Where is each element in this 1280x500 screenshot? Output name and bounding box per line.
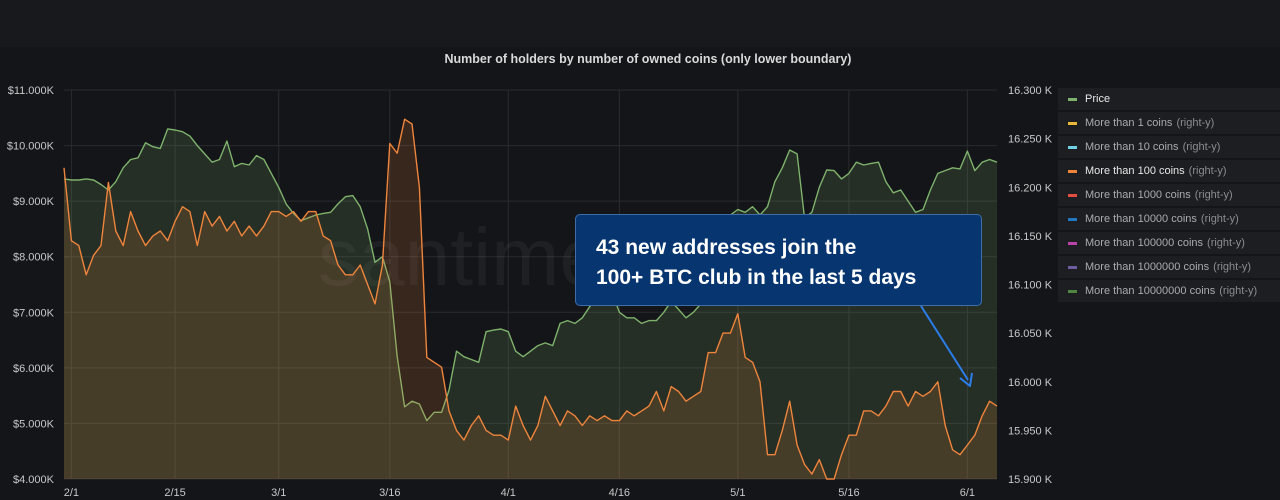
- legend-axis-suffix: (right-y): [1176, 117, 1215, 129]
- legend-axis-suffix: (right-y): [1207, 237, 1245, 249]
- legend-item-more-than-10[interactable]: More than 10 coins (right-y): [1058, 136, 1280, 158]
- y-left-tick-label: $7.000K: [13, 307, 55, 319]
- legend-swatch: [1068, 169, 1077, 173]
- x-tick-label: 5/16: [838, 487, 859, 499]
- y-right-tick-label: 15.950 K: [1008, 425, 1053, 437]
- legend-swatch: [1068, 289, 1077, 293]
- y-left-tick-label: $10.000K: [7, 141, 55, 153]
- y-left-tick-label: $5.000K: [13, 418, 55, 430]
- legend-label: Price: [1085, 93, 1111, 105]
- legend-label: More than 100 coins: [1085, 165, 1185, 177]
- legend-label: More than 100000 coins: [1085, 237, 1204, 249]
- legend-swatch: [1068, 145, 1077, 149]
- y-right-tick-label: 16.200 K: [1008, 182, 1053, 194]
- y-right-tick-label: 16.300 K: [1008, 85, 1053, 97]
- x-tick-label: 2/15: [164, 487, 185, 499]
- legend-axis-suffix: (right-y): [1188, 165, 1227, 177]
- x-tick-label: 3/1: [271, 487, 286, 499]
- legend-axis-suffix: (right-y): [1194, 189, 1233, 201]
- x-tick-label: 5/1: [730, 487, 745, 499]
- legend-axis-suffix: (right-y): [1182, 141, 1221, 153]
- legend-label: More than 1000 coins: [1085, 189, 1191, 201]
- legend-label: More than 1000000 coins: [1085, 261, 1210, 273]
- series-line-more-than-100-coins: [63, 118, 998, 480]
- y-left-tick-label: $9.000K: [13, 196, 55, 208]
- y-right-tick-label: 16.050 K: [1008, 328, 1053, 340]
- x-tick-label: 2/1: [64, 487, 79, 499]
- y-right-tick-label: 16.150 K: [1008, 231, 1053, 243]
- annotation-callout: 43 new addresses join the 100+ BTC club …: [575, 214, 982, 306]
- y-left-tick-label: $4.000K: [13, 474, 55, 486]
- y-right-tick-label: 16.100 K: [1008, 280, 1053, 292]
- top-bar: [0, 0, 1280, 47]
- y-left-tick-label: $11.000K: [8, 85, 55, 97]
- legend-axis-suffix: (right-y): [1200, 213, 1239, 225]
- y-right-tick-label: 15.900 K: [1008, 474, 1053, 486]
- legend-item-more-than-10000000[interactable]: More than 10000000 coins (right-y): [1058, 280, 1280, 302]
- legend-axis-suffix: (right-y): [1213, 261, 1252, 273]
- legend-item-more-than-100[interactable]: More than 100 coins (right-y): [1058, 160, 1280, 182]
- legend-swatch: [1068, 217, 1077, 221]
- legend-item-more-than-10000[interactable]: More than 10000 coins (right-y): [1058, 208, 1280, 230]
- chart-title: Number of holders by number of owned coi…: [444, 52, 852, 66]
- x-tick-label: 4/16: [609, 487, 630, 499]
- legend-swatch: [1068, 265, 1077, 269]
- legend-swatch: [1068, 193, 1077, 197]
- x-tick-label: 6/1: [960, 487, 975, 499]
- x-tick-label: 4/1: [501, 487, 516, 499]
- legend-axis-suffix: (right-y): [1219, 285, 1258, 297]
- legend-item-price[interactable]: Price: [1058, 88, 1280, 110]
- legend-label: More than 10000 coins: [1085, 213, 1197, 225]
- legend-label: More than 10000000 coins: [1085, 285, 1216, 297]
- callout-arrow-head: [959, 372, 973, 387]
- legend-swatch: [1068, 121, 1077, 125]
- legend-label: More than 10 coins: [1085, 141, 1179, 153]
- legend-swatch: [1068, 241, 1077, 245]
- y-right-tick-label: 16.250 K: [1008, 134, 1053, 146]
- legend-item-more-than-100000[interactable]: More than 100000 coins (right-y): [1058, 232, 1280, 254]
- legend-swatch: [1068, 97, 1077, 101]
- x-tick-label: 3/16: [379, 487, 400, 499]
- series-line-price: [63, 128, 998, 422]
- callout-line-2: 100+ BTC club in the last 5 days: [596, 266, 917, 289]
- legend-item-more-than-1000[interactable]: More than 1000 coins (right-y): [1058, 184, 1280, 206]
- legend: Price More than 1 coins (right-y) More t…: [1058, 88, 1280, 304]
- callout-line-1: 43 new addresses join the: [596, 236, 857, 259]
- y-right-tick-label: 16.000 K: [1008, 377, 1053, 389]
- legend-label: More than 1 coins: [1085, 117, 1173, 129]
- callout-arrow-shaft: [920, 305, 969, 381]
- y-left-tick-label: $8.000K: [13, 252, 55, 264]
- series-area-more-than-100-coins: [64, 119, 997, 479]
- legend-item-more-than-1[interactable]: More than 1 coins (right-y): [1058, 112, 1280, 134]
- y-left-tick-label: $6.000K: [13, 363, 55, 375]
- legend-item-more-than-1000000[interactable]: More than 1000000 coins (right-y): [1058, 256, 1280, 278]
